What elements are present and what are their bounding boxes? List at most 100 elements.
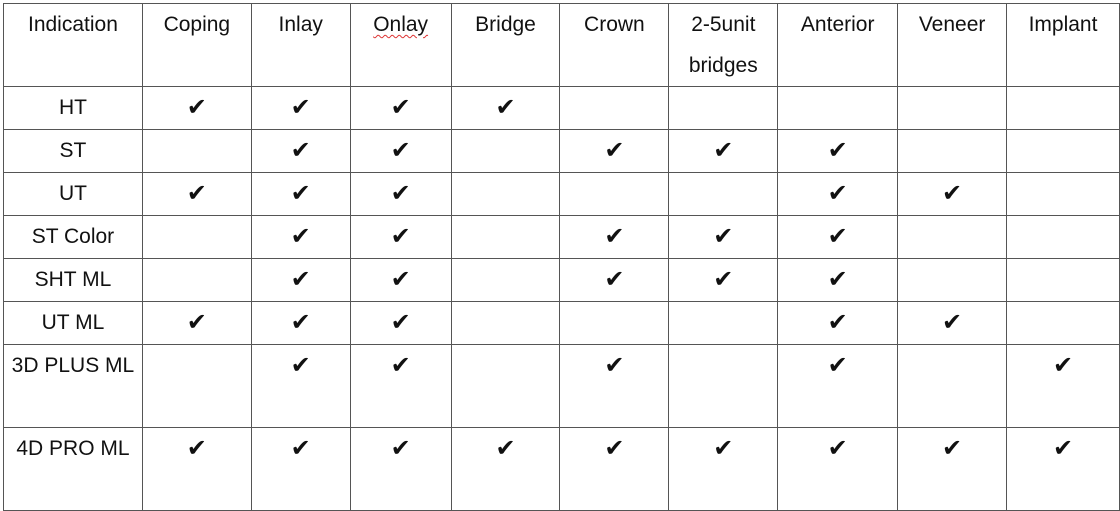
checkmark-icon: ✔ (1052, 434, 1074, 462)
check-cell: ✔ (450, 86, 561, 130)
checkmark-icon: ✔ (390, 351, 411, 379)
checkmark-icon: ✔ (390, 136, 411, 164)
checkmark-icon: ✔ (942, 434, 963, 462)
checkmark-icon: ✔ (942, 179, 963, 207)
header-label: Crown (584, 13, 645, 36)
checkmark-icon: ✔ (604, 265, 625, 293)
check-cell: ✔ (349, 301, 452, 345)
check-cell (559, 172, 670, 216)
row-label: ST Color (3, 215, 143, 259)
check-cell: ✔ (250, 258, 351, 302)
header-cell: Bridge (450, 3, 561, 87)
check-cell: ✔ (897, 301, 1008, 345)
check-cell (1006, 258, 1120, 302)
check-cell: ✔ (777, 427, 899, 511)
check-cell: ✔ (777, 215, 899, 259)
indication-table: Indication Coping Inlay Onlay Bridge Crown 2-5… (3, 3, 1120, 511)
checkmark-icon: ✔ (827, 136, 848, 164)
table-row: UT ML ✔ ✔ ✔ ✔ ✔ (3, 301, 1120, 345)
header-cell: Indication (3, 3, 143, 87)
checkmark-icon: ✔ (713, 434, 734, 462)
header-label: Veneer (918, 13, 986, 36)
checkmark-icon: ✔ (290, 434, 311, 462)
check-cell (897, 129, 1008, 173)
header-cell: Implant (1006, 3, 1120, 87)
table-row: 3D PLUS ML ✔ ✔ ✔ ✔ ✔ (3, 344, 1120, 428)
table-row: SHT ML ✔ ✔ ✔ ✔ ✔ (3, 258, 1120, 302)
check-cell: ✔ (250, 172, 351, 216)
check-cell: ✔ (897, 427, 1008, 511)
check-cell: ✔ (250, 301, 351, 345)
check-cell (897, 344, 1008, 428)
check-cell: ✔ (349, 344, 452, 428)
check-cell: ✔ (450, 427, 561, 511)
checkmark-icon: ✔ (604, 136, 625, 164)
checkmark-icon: ✔ (713, 136, 734, 164)
checkmark-icon: ✔ (290, 222, 311, 250)
check-cell (668, 86, 779, 130)
check-cell (668, 172, 779, 216)
check-cell: ✔ (559, 215, 670, 259)
checkmark-icon: ✔ (942, 308, 963, 336)
check-cell (1006, 301, 1120, 345)
header-cell: Inlay (250, 3, 351, 87)
table-row: UT ✔ ✔ ✔ ✔ ✔ (3, 172, 1120, 216)
checkmark-icon: ✔ (495, 93, 516, 121)
check-cell (559, 86, 670, 130)
check-cell (141, 344, 252, 428)
header-cell: Veneer (897, 3, 1008, 87)
check-cell (141, 258, 252, 302)
check-cell (1006, 86, 1120, 130)
header-cell: 2-5unit bridges (668, 3, 779, 87)
check-cell: ✔ (777, 344, 899, 428)
check-cell (1006, 129, 1120, 173)
checkmark-icon: ✔ (827, 265, 848, 293)
row-label: UT (3, 172, 143, 216)
checkmark-icon: ✔ (604, 434, 625, 462)
check-cell: ✔ (250, 215, 351, 259)
checkmark-icon: ✔ (713, 265, 734, 293)
checkmark-icon: ✔ (290, 93, 311, 121)
check-cell (668, 301, 779, 345)
check-cell (450, 344, 561, 428)
row-label: 3D PLUS ML (3, 344, 143, 428)
checkmark-icon: ✔ (713, 222, 734, 250)
header-label: Coping (163, 13, 231, 36)
check-cell (1006, 215, 1120, 259)
header-label: Bridge (475, 13, 536, 36)
check-cell (668, 344, 779, 428)
checkmark-icon: ✔ (604, 351, 625, 379)
header-label: Indication (27, 13, 118, 36)
check-cell: ✔ (777, 301, 899, 345)
check-cell: ✔ (559, 258, 670, 302)
check-cell: ✔ (559, 129, 670, 173)
check-cell: ✔ (349, 129, 452, 173)
check-cell: ✔ (250, 344, 351, 428)
checkmark-icon: ✔ (827, 179, 848, 207)
row-label: HT (3, 86, 143, 130)
check-cell (450, 258, 561, 302)
table-row: ST Color ✔ ✔ ✔ ✔ ✔ (3, 215, 1120, 259)
check-cell (777, 86, 899, 130)
check-cell: ✔ (1006, 344, 1120, 428)
header-label: Anterior (800, 13, 875, 36)
check-cell (450, 129, 561, 173)
check-cell: ✔ (349, 215, 452, 259)
check-cell: ✔ (668, 129, 779, 173)
checkmark-icon: ✔ (290, 351, 311, 379)
check-cell (141, 215, 252, 259)
check-cell (450, 215, 561, 259)
check-cell: ✔ (668, 258, 779, 302)
header-cell: Onlay (349, 3, 452, 87)
header-label: Onlay (373, 13, 429, 36)
row-label: UT ML (3, 301, 143, 345)
check-cell (897, 258, 1008, 302)
header-cell: Anterior (777, 3, 899, 87)
checkmark-icon: ✔ (290, 179, 311, 207)
checkmark-icon: ✔ (827, 222, 848, 250)
check-cell: ✔ (1006, 427, 1120, 511)
check-cell: ✔ (349, 427, 452, 511)
header-label: 2-5unit bridges (688, 13, 758, 77)
check-cell (897, 215, 1008, 259)
check-cell: ✔ (777, 258, 899, 302)
